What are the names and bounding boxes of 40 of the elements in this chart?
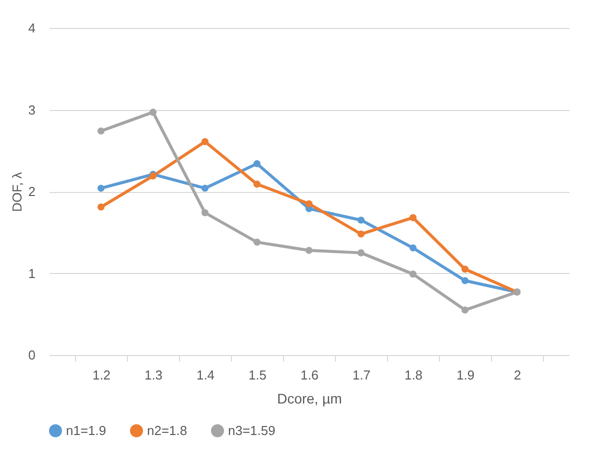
point: [149, 108, 157, 116]
x-axis-title: Dcore, µm: [277, 390, 342, 406]
x-tick-label: 1.8: [404, 368, 423, 382]
point: [461, 277, 469, 284]
legend-label: n3=1.59: [228, 422, 276, 438]
legend-label: n1=1.9: [66, 422, 106, 438]
point: [201, 184, 209, 192]
y-tick-label: 3: [28, 102, 36, 118]
x-tick-label: 1.9: [456, 368, 475, 382]
x-tick-label: 1.2: [92, 368, 111, 382]
point: [409, 270, 417, 278]
x-tick-label: 1.7: [352, 368, 371, 382]
point: [357, 230, 365, 238]
point: [97, 204, 105, 211]
point: [409, 244, 417, 252]
point: [461, 306, 469, 314]
point: [201, 209, 209, 216]
point: [253, 238, 261, 246]
point: [357, 216, 365, 224]
x-tick-label: 1.4: [196, 368, 215, 382]
x-tick-label: 2: [514, 368, 522, 382]
point: [97, 184, 105, 192]
legend-label: n2=1.8: [147, 422, 188, 438]
point: [97, 127, 105, 135]
y-tick-label: 1: [28, 266, 36, 281]
y-tick-label: 2: [28, 184, 36, 199]
y-tick-label: 4: [28, 20, 36, 36]
point: [253, 180, 261, 188]
x-tick-label: 1.5: [248, 368, 267, 382]
point: [253, 160, 261, 168]
point: [409, 214, 417, 222]
point: [201, 138, 209, 146]
x-tick-label: 1.6: [300, 368, 319, 382]
y-axis-title: DOF, λ: [9, 172, 24, 212]
y-tick-label: 0: [28, 348, 36, 362]
point: [461, 266, 469, 273]
point: [305, 200, 313, 208]
x-tick-label: 1.3: [144, 368, 163, 382]
point: [305, 246, 313, 254]
point: [357, 249, 365, 256]
